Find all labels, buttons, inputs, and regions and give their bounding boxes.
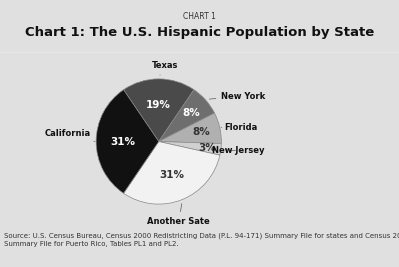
Text: 8%: 8% (193, 127, 210, 137)
Text: New York: New York (209, 92, 266, 101)
Wedge shape (159, 113, 221, 143)
Text: Source: U.S. Census Bureau, Census 2000 Redistricting Data (P.L. 94-171) Summary: Source: U.S. Census Bureau, Census 2000 … (4, 232, 399, 247)
Text: Chart 1: The U.S. Hispanic Population by State: Chart 1: The U.S. Hispanic Population by… (25, 26, 374, 39)
Text: 3%: 3% (198, 143, 216, 153)
Text: 31%: 31% (110, 136, 135, 147)
Text: 19%: 19% (146, 100, 171, 110)
Wedge shape (124, 142, 220, 204)
Text: California: California (45, 129, 95, 142)
Text: 8%: 8% (183, 108, 200, 117)
Wedge shape (96, 90, 159, 193)
Text: Another Sate: Another Sate (147, 204, 210, 226)
Wedge shape (159, 142, 221, 155)
Wedge shape (124, 79, 194, 142)
Wedge shape (159, 90, 215, 142)
Text: CHART 1: CHART 1 (183, 12, 216, 21)
Text: 31%: 31% (160, 170, 185, 180)
Text: Texas: Texas (152, 61, 178, 75)
Text: New Jersey: New Jersey (212, 146, 265, 155)
Text: Florida: Florida (221, 123, 258, 132)
